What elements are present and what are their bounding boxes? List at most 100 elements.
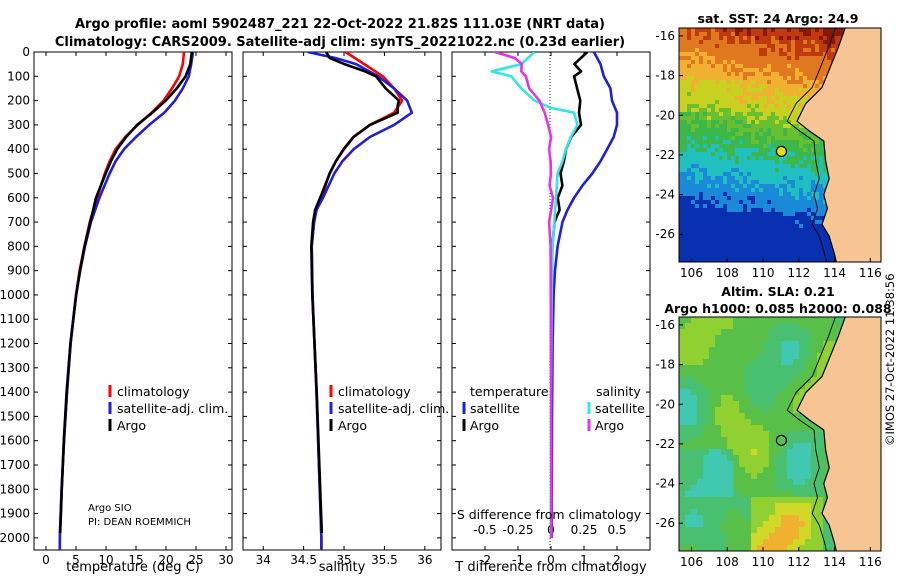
map-cell [787, 52, 792, 57]
map-cell [791, 160, 796, 165]
map-cell [771, 144, 776, 149]
map-cell [819, 232, 824, 237]
map-cell [739, 148, 744, 153]
map-cell [703, 437, 710, 444]
map-cell [723, 144, 728, 149]
map-cell [771, 108, 776, 113]
map-cell [691, 545, 698, 551]
map-cell [745, 317, 752, 324]
map-cell [795, 116, 800, 121]
map-cell [683, 124, 688, 129]
map-cell [739, 509, 746, 516]
map-cell [763, 527, 770, 534]
map-cell [759, 36, 764, 41]
map-cell [763, 497, 770, 504]
map-cell [763, 232, 768, 237]
map-cell [781, 473, 788, 480]
map-cell [743, 188, 748, 193]
map-cell [759, 212, 764, 217]
map-cell [707, 52, 712, 57]
map-cell [707, 200, 712, 205]
map-cell [731, 160, 736, 165]
map-cell [679, 204, 684, 209]
map-cell [687, 64, 692, 69]
map-cell [803, 52, 808, 57]
map-cell [743, 176, 748, 181]
map-cell [763, 359, 770, 366]
map-cell [747, 92, 752, 97]
map-cell [775, 36, 780, 41]
map-cell [759, 80, 764, 85]
map-cell [727, 132, 732, 137]
map-cell [739, 515, 746, 522]
map-cell [811, 144, 816, 149]
map-cell [769, 461, 776, 468]
map-cell [723, 132, 728, 137]
map-cell [703, 168, 708, 173]
map-cell [751, 164, 756, 169]
map-cell [811, 443, 818, 450]
map-cell [775, 335, 782, 342]
map-cell [695, 112, 700, 117]
map-cell [731, 168, 736, 173]
map-cell [743, 76, 748, 81]
map-cell [721, 479, 728, 486]
map-cell [771, 152, 776, 157]
map-cell [735, 40, 740, 45]
map-cell [767, 48, 772, 53]
map-cell [769, 491, 776, 498]
map-cell [691, 48, 696, 53]
map-cell [787, 140, 792, 145]
map-cell [699, 236, 704, 241]
map-cell [735, 168, 740, 173]
lon-tick-label: 106 [680, 555, 703, 569]
map-cell [745, 515, 752, 522]
map-cell [731, 184, 736, 189]
map-cell [787, 76, 792, 81]
map-cell [751, 419, 758, 426]
map-cell [727, 401, 734, 408]
map-cell [759, 216, 764, 221]
map-cell [715, 44, 720, 49]
map-cell [695, 120, 700, 125]
map-cell [745, 407, 752, 414]
map-cell [799, 32, 804, 37]
map-cell [745, 437, 752, 444]
map-cell [715, 377, 722, 384]
map-cell [703, 96, 708, 101]
map-cell [763, 96, 768, 101]
map-cell [811, 36, 816, 41]
depth-tick-label: 600 [7, 191, 30, 205]
map-cell [763, 353, 770, 360]
legend-label-argo: Argo [117, 418, 146, 433]
map-cell [709, 431, 716, 438]
map-cell [711, 244, 716, 249]
map-cell [735, 52, 740, 57]
map-cell [811, 164, 816, 169]
map-cell [735, 80, 740, 85]
map-cell [795, 28, 800, 33]
map-cell [787, 112, 792, 117]
map-cell [711, 128, 716, 133]
map-cell [685, 455, 692, 462]
map-cell [719, 252, 724, 257]
map-cell [711, 84, 716, 89]
map-cell [747, 96, 752, 101]
map-cell [683, 220, 688, 225]
map-cell [715, 527, 722, 534]
map-cell [795, 252, 800, 257]
map-cell [691, 503, 698, 510]
map-cell [817, 533, 824, 540]
map-cell [735, 100, 740, 105]
map-cell [787, 527, 794, 534]
map-cell [711, 256, 716, 261]
map-cell [743, 124, 748, 129]
map-cell [745, 443, 752, 450]
map-cell [715, 84, 720, 89]
map-cell [745, 383, 752, 390]
map-cell [711, 160, 716, 165]
map-cell [779, 136, 784, 141]
map-cell [751, 36, 756, 41]
map-cell [783, 168, 788, 173]
map-cell [787, 176, 792, 181]
